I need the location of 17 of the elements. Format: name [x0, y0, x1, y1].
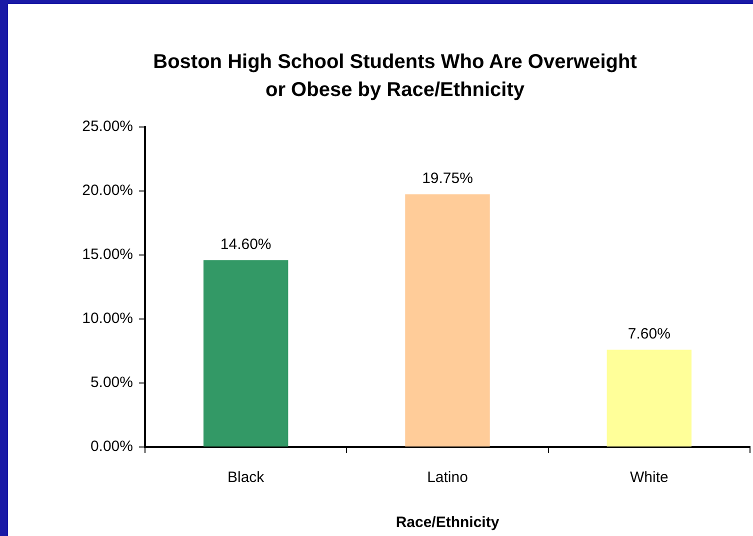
data-label: 19.75%	[422, 170, 473, 187]
bar	[405, 194, 490, 446]
chart-title: Boston High School Students Who Are Overweight or Obese by Race/Ethnicity	[152, 50, 638, 103]
bar	[606, 350, 692, 446]
y-tick-label: 20.00%	[82, 182, 133, 200]
data-label: 7.60%	[628, 325, 670, 342]
x-tick-label: Black	[227, 469, 265, 486]
y-tick-label: 10.00%	[82, 310, 133, 328]
y-tick-label: 5.00%	[90, 374, 133, 392]
y-tick-label: 0.00%	[90, 438, 133, 456]
bar	[203, 260, 288, 446]
x-axis-title: Race/Ethnicity	[396, 514, 500, 532]
x-tick-label: White	[630, 469, 668, 486]
data-label: 14.60%	[220, 236, 272, 253]
y-tick-label: 15.00%	[82, 246, 133, 264]
x-tick-label: Latino	[427, 469, 468, 486]
y-tick-label: 25.00%	[82, 118, 133, 136]
